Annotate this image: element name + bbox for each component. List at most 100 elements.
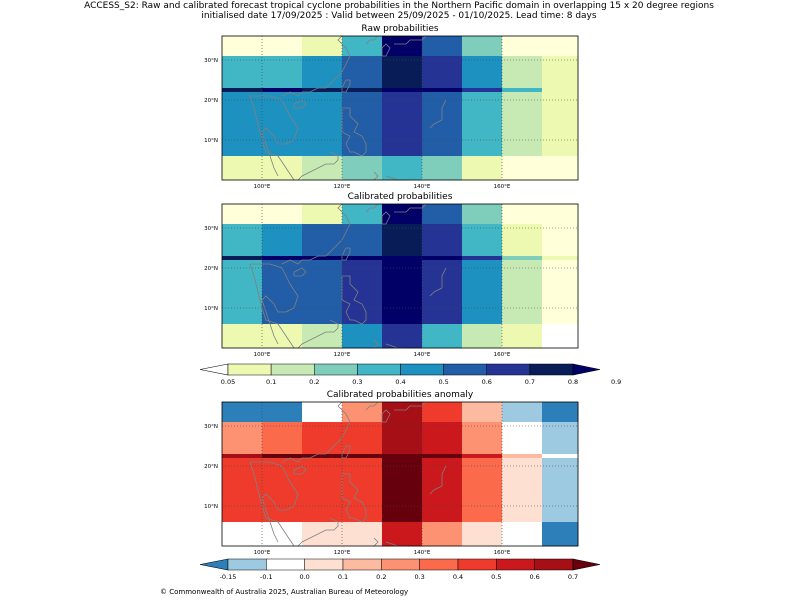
colorbar-tick-label: 0.7 <box>568 573 578 581</box>
coastline <box>381 43 391 57</box>
heatmap-cell <box>302 92 343 125</box>
heatmap-cell <box>222 522 263 547</box>
heatmap-cell <box>502 36 543 57</box>
coastline <box>394 35 427 45</box>
coastline <box>381 409 391 423</box>
heatmap-cell <box>542 522 579 547</box>
x-tick-label: 120°E <box>334 550 351 556</box>
heatmap-cell <box>422 522 463 547</box>
heatmap-cell <box>542 324 579 349</box>
calibrated-anomaly-map: Calibrated probabilities anomaly 100°E 120… <box>204 390 579 556</box>
heatmap-cell <box>542 256 579 261</box>
colorbar-tick-label: 0.1 <box>266 378 276 386</box>
heatmap-cell <box>502 64 543 89</box>
heatmap-cell <box>262 430 303 455</box>
x-tick-label: 140°E <box>414 550 431 556</box>
heatmap-cell <box>302 402 343 423</box>
heatmap-cell <box>382 430 423 455</box>
colorbar-low-extension <box>199 558 229 571</box>
heatmap-cell <box>502 454 543 459</box>
colorbar-tick-label: 0.6 <box>482 378 492 386</box>
heatmap-cell <box>422 224 463 233</box>
heatmap-cell <box>382 88 423 93</box>
colorbar-segment <box>400 363 444 376</box>
heatmap-cell <box>342 232 383 257</box>
coastline <box>297 151 339 181</box>
heatmap-cell <box>422 124 463 157</box>
x-tick-label: 140°E <box>414 352 431 358</box>
heatmap-cell <box>382 402 423 423</box>
heatmap-cell <box>342 56 383 65</box>
heatmap-cell <box>542 36 579 57</box>
heatmap-cell <box>542 454 579 459</box>
coastline <box>293 465 307 475</box>
colorbar-segment <box>496 558 535 571</box>
heatmap-cell <box>302 36 343 57</box>
heatmap-cell <box>542 204 579 225</box>
heatmap-cell <box>262 454 303 459</box>
heatmap-cell <box>302 232 343 257</box>
colorbar-segment <box>529 363 574 376</box>
colorbar-tick-label: 0.5 <box>491 573 501 581</box>
heatmap-cell <box>382 454 423 459</box>
heatmap-cell <box>422 232 463 257</box>
coastline <box>394 203 427 213</box>
map-title: Calibrated probabilities anomaly <box>327 390 474 400</box>
heatmap-cell <box>382 522 423 547</box>
heatmap-cell <box>422 324 463 349</box>
heatmap-cell <box>302 430 343 455</box>
heatmap-cell <box>222 260 263 293</box>
heatmap-cell <box>382 36 423 57</box>
heatmap-cell <box>422 422 463 431</box>
x-tick-label: 160°E <box>494 352 511 358</box>
coastline <box>441 267 447 288</box>
heatmap-cell <box>342 204 383 225</box>
heatmap-cell <box>302 156 343 181</box>
heatmap-cell <box>222 224 263 233</box>
colorbar-segment <box>357 363 401 376</box>
heatmap-cell <box>542 402 579 423</box>
colorbar-tick-label: 0.3 <box>414 573 424 581</box>
colorbar-segment <box>381 558 420 571</box>
coastline <box>373 171 379 181</box>
heatmap-cell <box>542 64 579 89</box>
heatmap-cell <box>542 458 579 491</box>
heatmap-cell <box>222 92 263 125</box>
heatmap-cell <box>302 88 343 93</box>
heatmap-cell <box>382 156 423 181</box>
heatmap-cell <box>502 88 543 93</box>
heatmap-cell <box>542 124 579 157</box>
heatmap-cell <box>342 402 383 423</box>
heatmap-cell <box>462 156 503 181</box>
colorbar-segment <box>227 558 267 571</box>
heatmap-cell <box>222 422 263 431</box>
map-title: Raw probabilities <box>361 24 439 34</box>
raw-probabilities-map: Raw probabilities 100°E 120°E 140°E 160°E 30°… <box>204 24 579 190</box>
figure-title-line2: initialised date 17/09/2025 : Valid betw… <box>201 11 596 21</box>
heatmap-cell <box>302 204 343 225</box>
heatmap-cell <box>422 490 463 523</box>
heatmap-cell <box>542 490 579 523</box>
heatmap-cell <box>382 204 423 225</box>
colorbar-segment <box>534 558 574 571</box>
heatmap-cell <box>302 324 343 349</box>
colorbar-segment <box>314 363 358 376</box>
heatmap-cell <box>422 64 463 89</box>
heatmap-cell <box>462 56 503 65</box>
coastline <box>293 267 307 277</box>
heatmap-cell <box>462 224 503 233</box>
colorbar-tick-label: 0.05 <box>221 378 235 386</box>
colorbar-segment <box>419 558 459 571</box>
heatmap-cell <box>422 204 463 225</box>
heatmap-cell <box>462 204 503 225</box>
map-frame <box>221 401 579 547</box>
heatmap-cell <box>262 402 303 423</box>
colorbar-high-extension <box>572 363 601 376</box>
coastline <box>373 339 379 349</box>
coastline <box>281 401 351 463</box>
coastline <box>381 211 391 225</box>
coastline <box>365 401 379 411</box>
heatmap-cell <box>422 88 463 93</box>
heatmap-cell <box>222 458 263 491</box>
y-tick-label: 30°N <box>204 226 218 232</box>
